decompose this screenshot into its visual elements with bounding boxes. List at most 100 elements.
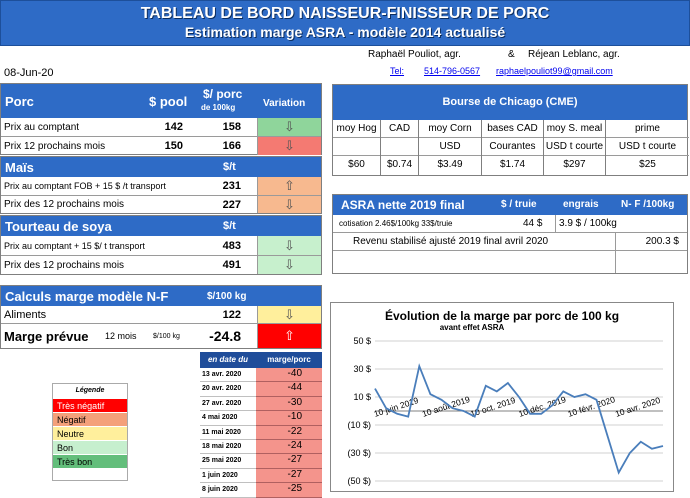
row-label: Prix au comptant FOB + 15 $ /t transport xyxy=(4,181,166,191)
cme-column: bases CAD Courantes $1.74 xyxy=(482,120,544,175)
asra-revenu-row: Revenu stabilisé ajusté 2019 final avril… xyxy=(333,233,687,251)
chart-subtitle: avant effet ASRA xyxy=(439,323,505,332)
per-porc-column-header: $/ porc xyxy=(203,87,243,101)
calculs-label: Calculs marge modèle N-F xyxy=(5,289,169,304)
down-arrow-icon: ⇩ xyxy=(257,137,321,155)
cme-column-value: $1.74 xyxy=(499,159,526,170)
down-arrow-icon: ⇩ xyxy=(257,196,321,213)
y-tick-label: 30 $ xyxy=(353,364,371,374)
up-arrow-icon: ⇧ xyxy=(257,177,321,195)
cme-column-head: moy Corn xyxy=(419,120,481,138)
email-link[interactable]: raphaelpouliot99@gmail.com xyxy=(496,66,613,76)
cme-column-head: bases CAD xyxy=(482,120,543,138)
page-title: TABLEAU DE BORD NAISSEUR-FINISSEUR DE PO… xyxy=(140,5,550,22)
cme-column-value: $0.74 xyxy=(386,159,413,170)
history-row: 18 mai 2020 -24 xyxy=(200,439,322,455)
legend-title: Légende xyxy=(75,387,105,394)
down-arrow-icon: ⇩ xyxy=(257,256,321,274)
cme-column-unit xyxy=(333,138,380,156)
legend-items: Très négatif Négatif Neutre Bon Très bon xyxy=(53,398,127,468)
history-row: 8 juin 2020 -25 xyxy=(200,483,322,498)
history-date: 20 avr. 2020 xyxy=(200,382,256,397)
author-separator: & xyxy=(508,49,515,60)
revenu-value: 200.3 $ xyxy=(615,233,687,250)
asra-truie-header: $ / truie xyxy=(501,199,537,210)
tel-label[interactable]: Tel: xyxy=(390,66,405,76)
cme-column: moy S. meal USD t courte $297 xyxy=(544,120,606,175)
history-marge: -24 xyxy=(256,439,322,455)
x-tick-label: 10 avr. 2020 xyxy=(614,395,662,419)
mais-value: 231 xyxy=(222,180,241,192)
down-arrow-icon: ⇩ xyxy=(257,306,321,323)
per-porc-value: 158 xyxy=(222,121,241,133)
down-arrow-icon: ⇩ xyxy=(257,236,321,255)
marge-series-line xyxy=(374,363,664,475)
calculs-header: Calculs marge modèle N-F $/100 kg xyxy=(1,286,321,306)
pool-value: 142 xyxy=(164,121,183,133)
mais-unit: $/t xyxy=(223,161,236,173)
asra-header: ASRA nette 2019 final $ / truie engrais … xyxy=(333,195,687,215)
history-date: 4 mai 2020 xyxy=(200,411,256,426)
cotisation-label: cotisation 2.46$/100kg 33$/truie xyxy=(339,219,453,228)
history-date: 27 avr. 2020 xyxy=(200,397,256,412)
cme-column: prime USD t courte $25 xyxy=(606,120,689,175)
cme-column: moy Corn USD $3.49 xyxy=(419,120,482,175)
cme-column: CAD $0.74 xyxy=(381,120,419,175)
up-arrow-icon: ⇧ xyxy=(257,324,321,348)
history-date: 18 mai 2020 xyxy=(200,440,256,455)
chart-plot: 50 $30 $10 $(10 $)(30 $)(50 $)10 juin 20… xyxy=(347,336,664,486)
cme-column-unit: Courantes xyxy=(482,138,543,156)
author-2: Réjean Leblanc, agr. xyxy=(528,49,620,60)
marge-sub: 12 mois xyxy=(105,331,137,341)
history-date: 13 avr. 2020 xyxy=(200,368,256,383)
margin-chart: Évolution de la marge par porc de 100 kg… xyxy=(330,302,674,492)
history-marge: -27 xyxy=(256,468,322,484)
legend-item: Neutre xyxy=(53,426,127,440)
y-tick-label: 50 $ xyxy=(353,336,371,346)
cme-column-value: $25 xyxy=(639,159,656,170)
dashboard-title-banner: TABLEAU DE BORD NAISSEUR-FINISSEUR DE PO… xyxy=(0,0,690,46)
row-label: Prix des 12 prochains mois xyxy=(4,199,125,210)
soya-section: Tourteau de soya $/t Prix au comptant + … xyxy=(0,215,322,275)
calculs-section: Calculs marge modèle N-F $/100 kg Alimen… xyxy=(0,285,322,349)
cme-title: Bourse de Chicago (CME) xyxy=(333,85,687,120)
history-date: 1 juin 2020 xyxy=(200,469,256,484)
x-tick-label: 10 août 2019 xyxy=(421,394,472,419)
asra-cotisation-row: cotisation 2.46$/100kg 33$/truie 44 $ 3.… xyxy=(333,215,687,233)
soya-row-comptant: Prix au comptant + 15 $/ t transport 483… xyxy=(1,236,321,256)
cme-column-head: moy S. meal xyxy=(544,120,605,138)
cme-column-head: moy Hog xyxy=(333,120,380,138)
soya-header: Tourteau de soya $/t xyxy=(1,216,321,236)
history-date: 8 juin 2020 xyxy=(200,483,256,498)
y-tick-label: (10 $) xyxy=(347,420,371,430)
marge-value: -24.8 xyxy=(209,328,241,344)
history-marge-header: marge/porc xyxy=(256,352,322,368)
tel-link[interactable]: 514-796-0567 xyxy=(424,66,481,76)
cme-column-value: $297 xyxy=(563,159,586,170)
calculs-unit: $/100 kg xyxy=(207,291,247,302)
history-row: 27 avr. 2020 -30 xyxy=(200,396,322,412)
porc-label: Porc xyxy=(5,94,34,109)
per-porc-value: 166 xyxy=(222,140,241,152)
row-label: Prix des 12 prochains mois xyxy=(4,259,125,271)
history-row: 11 mai 2020 -22 xyxy=(200,425,322,440)
cme-column-head: prime xyxy=(606,120,689,138)
history-marge: -25 xyxy=(256,483,322,498)
report-date: 08-Jun-20 xyxy=(4,67,54,79)
cme-column-unit xyxy=(381,138,418,156)
history-row: 1 juin 2020 -27 xyxy=(200,468,322,484)
cme-box: Bourse de Chicago (CME) moy Hog $60 CAD $0.… xyxy=(332,84,689,176)
marge-row: Marge prévue 12 mois $/100 kg -24.8 ⇧ xyxy=(1,324,321,348)
engrais-value: 3.9 $ / 100kg xyxy=(555,215,617,232)
mais-row-comptant: Prix au comptant FOB + 15 $ /t transport… xyxy=(1,177,321,196)
cme-column-head: CAD xyxy=(381,120,418,138)
soya-unit: $/t xyxy=(223,220,236,232)
cme-column-unit: USD t courte xyxy=(544,138,605,156)
mais-row-12mois: Prix des 12 prochains mois 227 ⇩ xyxy=(1,196,321,213)
chart-title: Évolution de la marge par porc de 100 kg xyxy=(384,309,620,323)
cme-column-unit: USD xyxy=(419,138,481,156)
cme-column-unit: USD t courte xyxy=(606,138,689,156)
per-porc-column-subheader: de 100kg xyxy=(201,103,236,112)
legend-item: Négatif xyxy=(53,412,127,426)
history-marge: -40 xyxy=(256,368,322,383)
